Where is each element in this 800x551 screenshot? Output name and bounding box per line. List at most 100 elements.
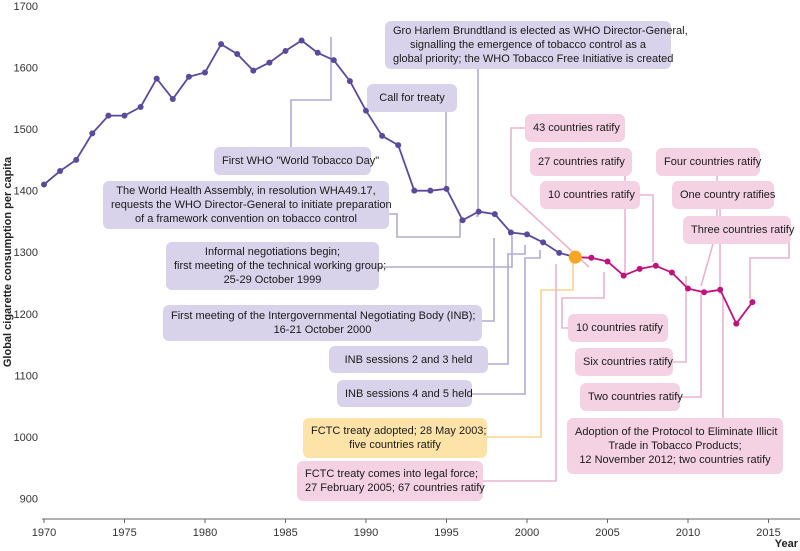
annotation-connector — [483, 264, 557, 482]
data-point — [701, 289, 708, 296]
annotation-line: 27 February 2005; 67 countries ratify — [305, 482, 485, 494]
annotation-inb-23: INB sessions 2 and 3 held — [329, 346, 488, 373]
annotation-line: INB sessions 4 and 5 held — [345, 387, 473, 400]
annotation-line: requests the WHO Director-General to ini… — [111, 199, 392, 211]
annotation-line: 16-21 October 2000 — [273, 324, 372, 336]
annotation-r6: Six countries ratify — [575, 348, 673, 376]
data-point — [250, 67, 257, 74]
annotation-line: Gro Harlem Brundtland is elected as WHO … — [393, 25, 688, 37]
annotation-connector — [472, 250, 541, 395]
data-point — [202, 69, 208, 76]
annotation-connector — [476, 69, 479, 217]
x-tick-label: 2015 — [756, 527, 780, 539]
x-tick-label: 1985 — [273, 527, 297, 539]
annotation-line: First meeting of the Intergovernmental N… — [171, 310, 476, 322]
data-point — [73, 156, 80, 163]
annotation-connector — [561, 272, 605, 329]
annotation-connector — [445, 112, 447, 187]
data-point — [298, 37, 305, 44]
y-tick-label: 1600 — [14, 63, 38, 75]
annotation-line: First WHO "World Tobacco Day" — [222, 155, 380, 167]
data-point — [266, 59, 273, 66]
data-point — [459, 217, 466, 224]
data-point — [717, 286, 724, 293]
annotation-line: Six countries ratify — [583, 356, 673, 368]
x-tick-label: 1990 — [354, 527, 378, 539]
annotation-r43: 43 countries ratify — [525, 114, 625, 142]
x-tick-label: 2010 — [676, 527, 700, 539]
data-point — [620, 272, 627, 279]
data-point — [588, 254, 595, 261]
data-point — [395, 142, 402, 149]
data-point — [652, 262, 659, 269]
data-point — [540, 239, 547, 246]
annotation-call-treaty: Call for treaty — [367, 84, 457, 112]
x-tick-label: 1980 — [193, 527, 217, 539]
annotation-line: Four countries ratify — [664, 156, 762, 168]
annotation-line: 10 countries ratify — [576, 322, 663, 334]
annotation-line: five countries ratify — [349, 439, 441, 451]
y-tick-label: 1200 — [14, 309, 38, 321]
y-tick-labels: 900 1000 1100 1200 1300 1400 1500 1600 1700 — [14, 1, 38, 505]
annotation-connector — [673, 276, 687, 363]
data-point — [491, 211, 498, 218]
annotation-connector — [680, 294, 702, 398]
annotation-line: 10 countries ratify — [548, 189, 635, 201]
data-point — [749, 299, 756, 306]
annotation-connector — [624, 161, 632, 274]
data-point — [733, 320, 740, 327]
data-point — [218, 41, 225, 48]
annotation-line: Call for treaty — [379, 92, 445, 104]
data-point — [153, 75, 160, 82]
data-point — [41, 181, 47, 188]
data-point — [524, 231, 530, 238]
data-point — [443, 185, 450, 192]
annotation-line: 43 countries ratify — [533, 122, 620, 134]
y-tick-label: 900 — [20, 493, 38, 505]
annotation-line: of a framework convention on tobacco con… — [135, 213, 357, 225]
annotation-line: INB sessions 2 and 3 held — [344, 353, 473, 366]
data-point — [379, 132, 386, 139]
data-point — [475, 208, 482, 215]
y-tick-label: 1100 — [14, 370, 38, 382]
annotation-tobacco-day: First WHO "World Tobacco Day" — [214, 147, 380, 175]
annotation-line: global priority; the WHO Tobacco Free In… — [393, 53, 674, 65]
x-tick-label: 2000 — [515, 527, 539, 539]
data-point — [314, 49, 321, 56]
annotation-line: Trade in Tobacco Products; — [608, 440, 742, 452]
annotation-connector — [290, 37, 332, 147]
annotation-informal: Informal negotiations begin; first meetin… — [166, 242, 386, 290]
annotation-r4: Four countries ratify — [656, 148, 762, 176]
annotation-line: Adoption of the Protocol to Eliminate Il… — [575, 426, 778, 438]
annotation-connector — [488, 245, 526, 365]
annotation-brundtland: Gro Harlem Brundtland is elected as WHO … — [385, 21, 688, 69]
annotation-line: 25-29 October 1999 — [223, 274, 322, 286]
data-point — [169, 95, 176, 102]
x-tick-label: 2005 — [595, 527, 619, 539]
annotation-connector — [379, 236, 513, 268]
x-tick-label: 1995 — [434, 527, 458, 539]
annotation-connector — [510, 127, 590, 268]
y-axis-title: Global cigarette consumption per capita — [2, 156, 14, 367]
annotation-line: Three countries ratify — [691, 224, 795, 236]
data-point — [330, 57, 337, 64]
annotation-connector — [482, 238, 495, 322]
x-tick-label: 1970 — [32, 527, 56, 539]
annotation-connector — [487, 263, 574, 438]
annotation-line: One country ratifies — [680, 189, 776, 201]
data-point — [185, 73, 192, 80]
y-tick-label: 1400 — [14, 186, 38, 198]
annotation-inb-first: First meeting of the Intergovernmental N… — [163, 305, 482, 341]
data-point — [427, 187, 434, 194]
series-points — [41, 37, 756, 327]
annotation-line: 12 November 2012; two countries ratify — [579, 454, 771, 466]
data-point — [668, 269, 675, 276]
data-point — [411, 187, 418, 194]
annotation-inb-45: INB sessions 4 and 5 held — [337, 380, 473, 407]
data-point — [57, 167, 64, 174]
data-point — [556, 249, 563, 256]
annotation-connector — [640, 194, 654, 262]
data-point — [282, 47, 289, 54]
y-tick-label: 1500 — [14, 124, 38, 136]
axes — [42, 518, 800, 523]
